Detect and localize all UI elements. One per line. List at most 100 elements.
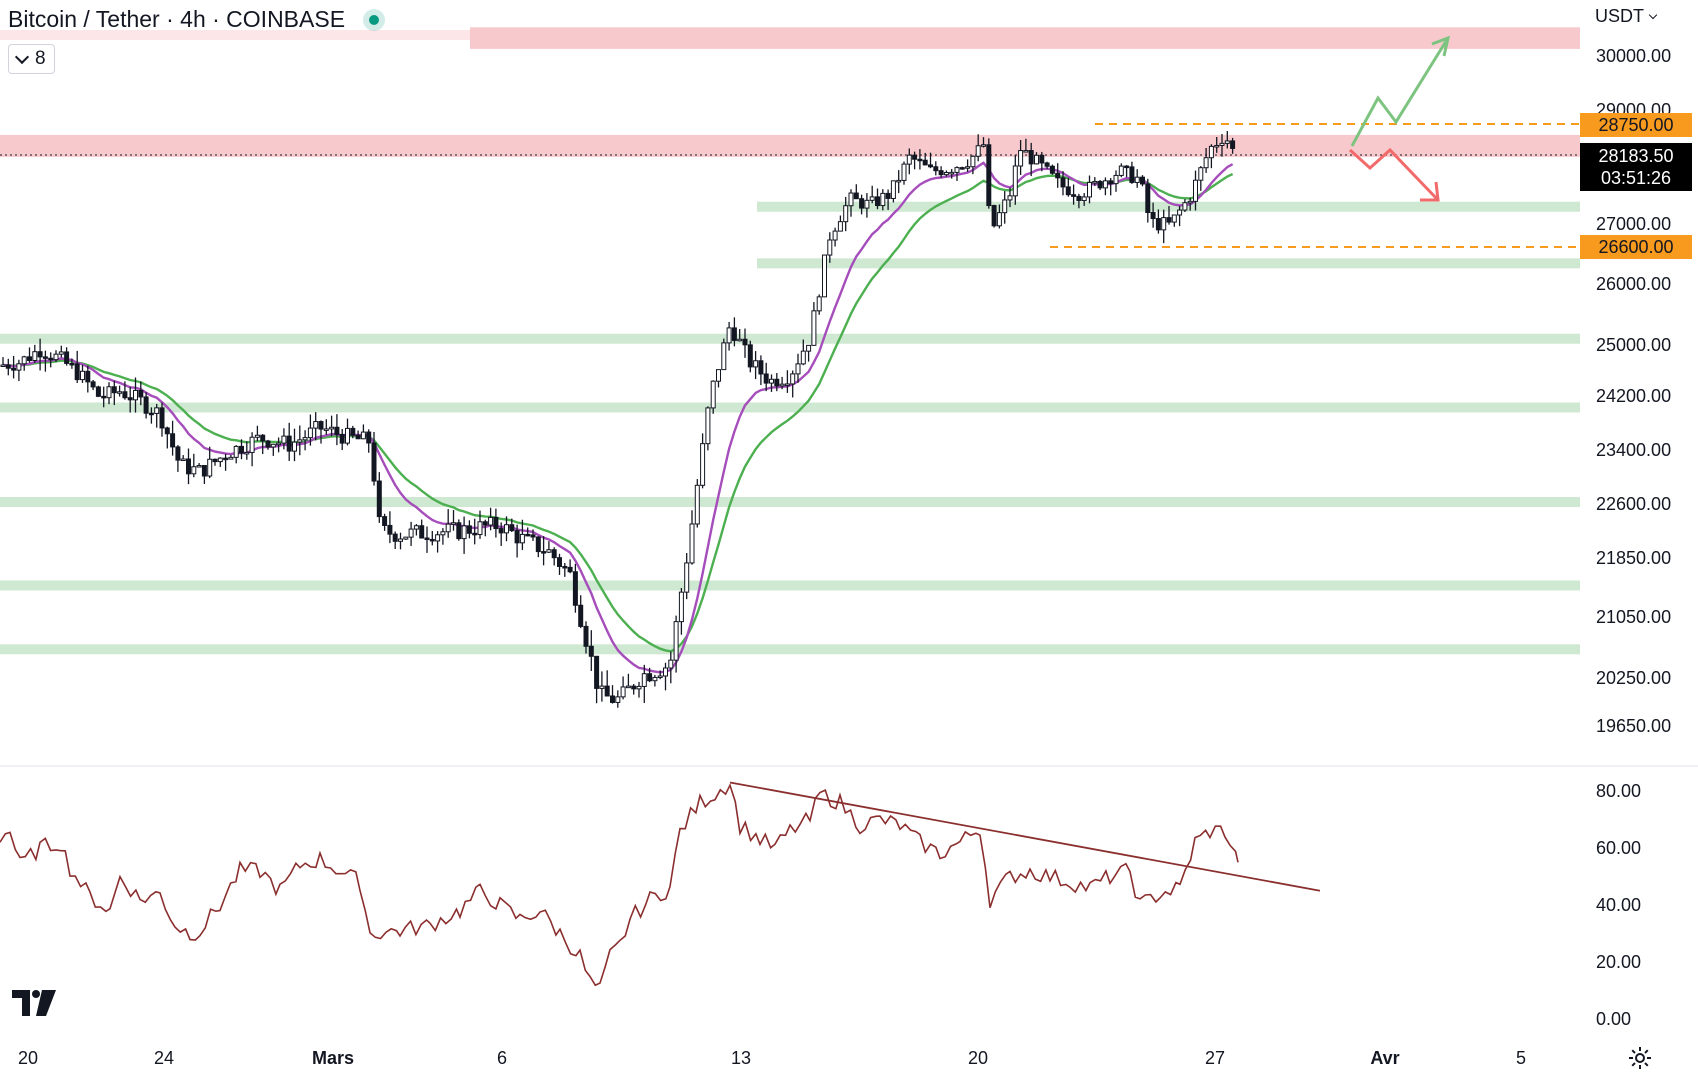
- candle-body: [578, 604, 584, 627]
- candle-body: [954, 167, 960, 173]
- price-tick: 27000.00: [1596, 214, 1672, 234]
- candle-body: [970, 155, 976, 168]
- candle-body: [334, 426, 340, 435]
- rsi-trendline: [729, 781, 1321, 892]
- time-tick: 6: [496, 1048, 508, 1068]
- last-price: 28183.50: [1598, 146, 1674, 166]
- candle-body: [74, 363, 80, 381]
- candle-body: [721, 342, 727, 371]
- candle-body: [1134, 176, 1140, 183]
- candle-body: [551, 549, 557, 559]
- candle-body: [641, 673, 647, 687]
- candle-body: [424, 537, 430, 541]
- range-low-tag: 26600.00: [1580, 235, 1692, 259]
- candle-body: [991, 205, 997, 227]
- candle-body: [313, 421, 319, 429]
- candle-body: [790, 373, 796, 385]
- candle-body: [191, 466, 197, 475]
- gear-icon[interactable]: [1628, 1046, 1652, 1070]
- candle-body: [281, 435, 287, 444]
- candle-body: [896, 179, 902, 183]
- candle-body: [329, 426, 335, 430]
- candle-body: [567, 566, 573, 573]
- candle-body: [440, 531, 446, 536]
- candle-body: [1060, 177, 1066, 188]
- candle-body: [965, 166, 971, 169]
- candle-body: [239, 445, 244, 454]
- candle-body: [1049, 165, 1055, 174]
- candle-body: [1124, 165, 1130, 169]
- candle-body: [1150, 212, 1156, 220]
- candle-body: [435, 534, 441, 542]
- candle-body: [1161, 217, 1167, 231]
- candle-body: [387, 524, 393, 535]
- candle-body: [816, 296, 822, 312]
- candle-body: [880, 192, 886, 207]
- indicators-toggle[interactable]: 8: [8, 44, 55, 74]
- candle-body: [848, 192, 854, 207]
- ema-fast-line: [2, 161, 1234, 674]
- candle-body: [853, 192, 859, 200]
- candle-body: [753, 360, 759, 368]
- candle-body: [1065, 186, 1071, 196]
- candle-body: [228, 456, 234, 460]
- annotations: [1348, 35, 1451, 202]
- candle-body: [647, 673, 653, 682]
- candle-body: [64, 351, 70, 364]
- candle-body: [949, 171, 955, 175]
- candle-body: [557, 557, 562, 567]
- candle-body: [975, 145, 981, 157]
- candle-body: [260, 434, 266, 442]
- candle-body: [429, 538, 435, 542]
- candle-body: [864, 199, 870, 209]
- bar-countdown: 03:51:26: [1600, 168, 1672, 188]
- support-zone: [0, 644, 1580, 655]
- candle-body: [207, 458, 213, 477]
- candle-body: [843, 205, 849, 223]
- candle-body: [403, 536, 409, 540]
- candle-body: [594, 655, 600, 689]
- price-tick: 21050.00: [1596, 607, 1672, 627]
- ema-slow-line: [2, 173, 1234, 653]
- candle-body: [392, 533, 398, 542]
- price-tick: 23400.00: [1596, 440, 1672, 460]
- candle-body: [859, 198, 865, 209]
- chevron-down-icon: [1648, 10, 1658, 19]
- candle-body: [154, 407, 160, 414]
- candle-body: [292, 441, 297, 452]
- candle-body: [1140, 176, 1145, 185]
- candle-body: [244, 451, 250, 455]
- candle-body: [763, 373, 769, 384]
- candle-body: [42, 356, 48, 359]
- candle-body: [525, 533, 531, 537]
- candle-body: [477, 521, 483, 536]
- symbol-title[interactable]: Bitcoin / Tether · 4h · COINBASE: [8, 6, 346, 32]
- candle-body: [572, 571, 578, 606]
- candle-body: [774, 378, 780, 387]
- candle-body: [588, 645, 594, 657]
- time-tick: 20: [967, 1048, 989, 1068]
- candle-body: [1108, 180, 1114, 185]
- candle-body: [678, 591, 684, 623]
- price-tick: 19650.00: [1596, 716, 1672, 736]
- price-tick: 24200.00: [1596, 386, 1672, 406]
- time-tick: Avr: [1370, 1048, 1400, 1068]
- rsi-tick: 20.00: [1596, 952, 1642, 972]
- candle-body: [80, 370, 85, 381]
- candle-body: [270, 443, 276, 448]
- candle-body: [382, 516, 388, 526]
- candle-body: [350, 427, 356, 436]
- currency-selector[interactable]: USDT: [1595, 6, 1658, 27]
- candle-body: [981, 144, 986, 147]
- time-tick: 20: [17, 1048, 39, 1068]
- candle-body: [170, 433, 176, 448]
- candle-body: [318, 421, 324, 430]
- tradingview-logo[interactable]: [12, 990, 60, 1016]
- candle-body: [890, 180, 896, 199]
- candle-body: [69, 362, 75, 366]
- candle-body: [784, 383, 790, 386]
- candle-body: [276, 442, 282, 446]
- candle-body: [419, 525, 425, 539]
- indicators-count: 8: [35, 48, 46, 69]
